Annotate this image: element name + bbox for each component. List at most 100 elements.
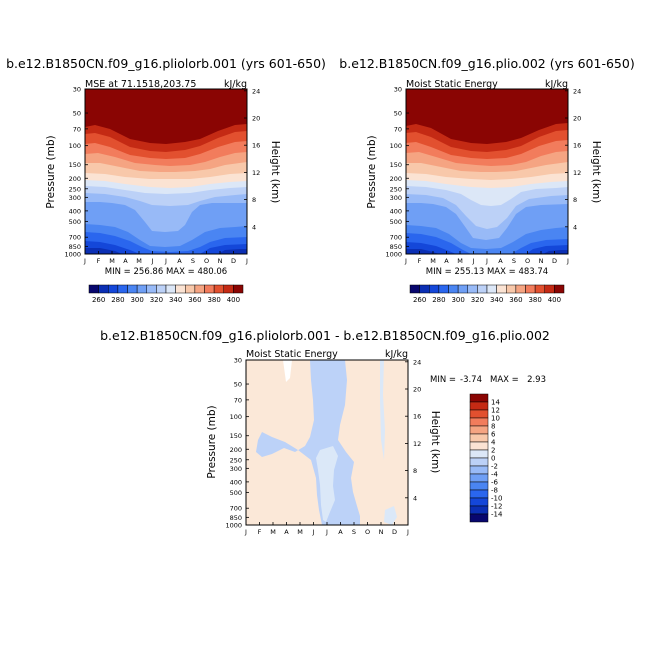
panel-3-ylabel-right: Height (km) (429, 411, 441, 474)
colorbar-label: 260 (413, 296, 426, 304)
height-tick-label: 12 (573, 169, 581, 177)
height-tick-label: 8 (573, 196, 577, 204)
colorbar-swatch (98, 284, 109, 294)
height-tick-label: 4 (573, 223, 577, 231)
colorbar-swatch (194, 284, 205, 294)
month-tick-label: A (123, 257, 128, 265)
colorbar-swatch (496, 284, 507, 294)
pressure-tick-label: 700 (69, 234, 81, 242)
colorbar-label: 320 (471, 296, 484, 304)
pressure-tick-label: 100 (390, 142, 402, 150)
pressure-tick-label: 850 (69, 243, 81, 251)
colorbar-label: 400 (548, 296, 561, 304)
height-tick-label: 16 (252, 142, 260, 150)
colorbar-label: 12 (491, 407, 500, 415)
month-tick-label: J (406, 528, 409, 536)
month-tick-label: J (244, 528, 247, 536)
pressure-tick-label: 300 (69, 194, 81, 202)
panel-3-left-label: Moist Static Energy (246, 349, 338, 360)
pressure-tick-label: 1000 (225, 522, 242, 530)
colorbar-label: 400 (227, 296, 240, 304)
colorbar-swatch (409, 284, 420, 294)
colorbar-swatch (165, 284, 176, 294)
colorbar-swatch (525, 284, 536, 294)
colorbar-swatch (108, 284, 119, 294)
month-tick-label: A (444, 257, 449, 265)
pressure-tick-label: 250 (69, 185, 81, 193)
colorbar-label: -2 (491, 463, 498, 471)
pressure-tick-label: 150 (390, 161, 402, 169)
colorbar-swatch (127, 284, 138, 294)
panel-3: b.e12.B1850CN.f09_g16.pliolorb.001 - b.e… (100, 328, 550, 536)
colorbar-label: 260 (92, 296, 105, 304)
colorbar-swatch (233, 284, 244, 294)
month-tick-label: A (338, 528, 343, 536)
colorbar-label: 6 (491, 431, 496, 439)
height-tick-label: 8 (252, 196, 256, 204)
panel-1-plot-area (84, 88, 248, 255)
panel-3-max-label: MAX = (490, 375, 519, 385)
colorbar-label: 280 (432, 296, 445, 304)
panel-3-max-value: 2.93 (527, 375, 546, 385)
colorbar-swatch (469, 505, 489, 515)
panel-1-y2-axis: 4 8 12 16 20 24 Height (km) (244, 87, 281, 231)
panel-3-y2-axis: 4 8 12 16 20 24 Height (km) (405, 358, 441, 502)
colorbar-swatch (88, 284, 99, 294)
month-tick-label: O (365, 528, 370, 536)
colorbar-swatch (469, 513, 489, 523)
month-tick-label: J (83, 257, 86, 265)
height-tick-label: 20 (252, 115, 260, 123)
month-tick-label: D (392, 528, 397, 536)
panel-1-band-14 (85, 248, 247, 254)
panel-3-ylabel: Pressure (mb) (206, 405, 218, 478)
height-tick-label: 8 (413, 467, 417, 475)
pressure-tick-label: 850 (390, 243, 402, 251)
colorbar-label: 280 (111, 296, 124, 304)
colorbar-swatch (146, 284, 157, 294)
colorbar-swatch (469, 465, 489, 475)
colorbar-swatch (419, 284, 430, 294)
panel-3-neg-region-4 (384, 506, 397, 525)
panel-2-title: b.e12.B1850CN.f09_g16.plio.002 (yrs 601-… (339, 56, 634, 71)
pressure-tick-label: 50 (394, 110, 402, 118)
colorbar-swatch (506, 284, 517, 294)
colorbar-swatch (469, 401, 489, 411)
pressure-tick-label: 1000 (385, 251, 402, 259)
colorbar-swatch (469, 409, 489, 419)
panel-3-neg-region (256, 360, 360, 525)
pressure-tick-label: 150 (230, 432, 242, 440)
height-tick-label: 12 (252, 169, 260, 177)
colorbar-swatch (429, 284, 440, 294)
pressure-tick-label: 50 (73, 110, 81, 118)
colorbar-label: 320 (150, 296, 163, 304)
colorbar-swatch (477, 284, 488, 294)
colorbar-swatch (469, 489, 489, 499)
colorbar-swatch (156, 284, 167, 294)
panel-1-band-13 (85, 241, 247, 254)
colorbar-label: 380 (528, 296, 541, 304)
colorbar-swatch (204, 284, 215, 294)
pressure-tick-label: 500 (69, 218, 81, 226)
panel-1-title: b.e12.B1850CN.f09_g16.pliolorb.001 (yrs … (6, 56, 326, 71)
panel-3-neg-region-3 (380, 360, 385, 460)
month-tick-label: A (177, 257, 182, 265)
colorbar-swatch (448, 284, 459, 294)
colorbar-label: 300 (130, 296, 143, 304)
month-tick-label: F (418, 257, 422, 265)
pressure-tick-label: 70 (234, 396, 242, 404)
colorbar-swatch (469, 425, 489, 435)
panel-3-neg-region-2 (316, 446, 338, 522)
pressure-tick-label: 200 (69, 175, 81, 183)
colorbar-swatch (469, 497, 489, 507)
panel-1-ylabel: Pressure (mb) (45, 135, 57, 208)
colorbar-label: 4 (491, 439, 496, 447)
pressure-tick-label: 200 (390, 175, 402, 183)
panel-2-unit-label: kJ/kg (545, 79, 568, 90)
month-tick-label: F (97, 257, 101, 265)
panel-2-left-label: Moist Static Energy (406, 79, 498, 90)
panel-3-plot-area (245, 359, 409, 526)
month-tick-label: M (109, 257, 115, 265)
